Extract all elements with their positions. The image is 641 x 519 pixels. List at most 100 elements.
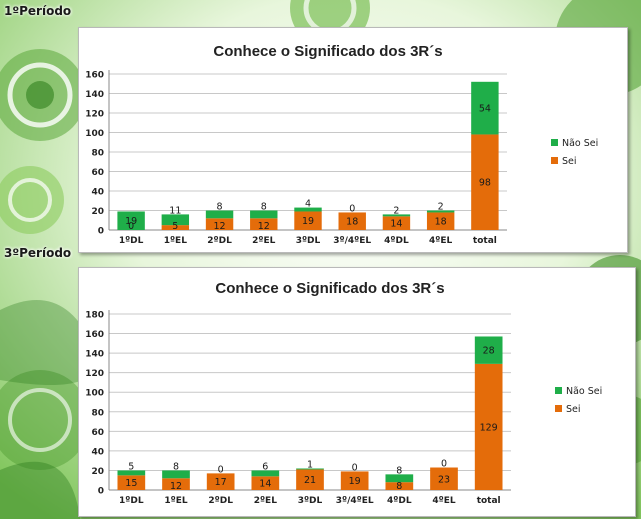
x-tick-label: 2ºEL xyxy=(254,496,277,506)
y-tick-label: 140 xyxy=(85,350,104,360)
legend-swatch xyxy=(555,387,562,394)
bar-sei xyxy=(471,134,499,230)
bar-sei xyxy=(117,475,146,490)
chart-title: Conhece o Significado dos 3R´s xyxy=(215,280,444,297)
data-label-nao-sei: 6 xyxy=(262,461,268,472)
y-tick-label: 120 xyxy=(85,369,104,379)
x-tick-label: 3ºDL xyxy=(298,496,323,506)
bar-sei xyxy=(382,216,411,230)
y-tick-label: 40 xyxy=(91,447,104,457)
data-label-nao-sei: 54 xyxy=(479,104,491,115)
bar-sei xyxy=(426,212,455,230)
y-tick-label: 40 xyxy=(91,188,104,198)
x-tick-label: 1ºDL xyxy=(119,236,144,246)
y-tick-label: 180 xyxy=(85,311,104,321)
data-label-sei: 21 xyxy=(304,475,316,486)
data-label-sei: 12 xyxy=(170,481,182,492)
x-tick-label: 4ºDL xyxy=(387,496,412,506)
period-label-3: 3ºPeríodo xyxy=(4,246,72,260)
x-tick-label: total xyxy=(477,496,501,506)
data-label-nao-sei: 8 xyxy=(217,202,223,213)
y-tick-label: 120 xyxy=(85,110,104,120)
legend-swatch xyxy=(555,405,562,412)
legend-label: Sei xyxy=(562,156,577,167)
data-label-nao-sei: 0 xyxy=(218,464,224,475)
y-tick-label: 160 xyxy=(85,330,104,340)
data-label-nao-sei: 2 xyxy=(393,205,399,216)
data-label-nao-sei: 11 xyxy=(169,205,181,216)
y-tick-label: 100 xyxy=(85,389,104,399)
data-label-nao-sei: 28 xyxy=(483,346,495,357)
bar-nao-sei xyxy=(382,214,411,217)
data-label-nao-sei: 8 xyxy=(261,202,267,213)
data-label-nao-sei: 1 xyxy=(307,459,313,470)
bar-sei xyxy=(162,478,190,490)
data-label-sei: 14 xyxy=(390,219,402,230)
y-tick-label: 160 xyxy=(85,71,104,81)
data-label-sei: 98 xyxy=(479,178,491,189)
data-label-sei: 12 xyxy=(258,221,270,232)
bar-sei xyxy=(251,476,280,490)
x-tick-label: 2ºEL xyxy=(252,236,275,246)
bar-sei xyxy=(250,218,278,230)
data-label-sei: 18 xyxy=(435,217,447,228)
data-label-nao-sei: 2 xyxy=(438,202,444,213)
data-label-sei: 23 xyxy=(438,474,450,485)
data-label-sei: 5 xyxy=(172,221,178,232)
data-label-sei: 129 xyxy=(480,422,498,433)
bar-sei xyxy=(430,467,458,490)
y-tick-label: 60 xyxy=(91,168,104,178)
chart-period-1: Conhece o Significado dos 3R´s 0 20 40 60 80 1… xyxy=(78,27,628,253)
bar-sei xyxy=(294,211,322,230)
data-label-sei: 15 xyxy=(125,478,137,489)
x-tick-label: 3º/4ºEL xyxy=(336,496,374,506)
data-label-sei: 19 xyxy=(302,216,314,227)
bar-sei xyxy=(205,218,234,230)
y-tick-label: 20 xyxy=(91,467,104,477)
data-label-sei: 14 xyxy=(259,479,271,490)
bar-nao-sei xyxy=(117,470,146,476)
x-tick-label: 1ºDL xyxy=(119,496,144,506)
bar-sei xyxy=(340,471,369,490)
bar-sei xyxy=(474,363,503,490)
bar-nao-sei xyxy=(385,474,414,483)
y-tick-label: 80 xyxy=(91,149,104,159)
data-label-sei: 0 xyxy=(128,221,134,232)
data-label-nao-sei: 8 xyxy=(173,461,179,472)
chart-period-3: Conhece o Significado dos 3R´s 0 20 40 60 80 1… xyxy=(78,267,636,517)
y-tick-label: 140 xyxy=(85,90,104,100)
x-tick-label: total xyxy=(473,236,497,246)
y-tick-label: 80 xyxy=(91,408,104,418)
data-label-sei: 18 xyxy=(346,217,358,228)
chart-svg-2: Conhece o Significado dos 3R´s0204060801… xyxy=(85,280,602,506)
chart-svg-1: Conhece o Significado dos 3R´s0204060801… xyxy=(85,43,598,246)
bar-sei xyxy=(296,469,324,490)
x-tick-label: 4ºEL xyxy=(432,496,455,506)
bar-nao-sei xyxy=(471,81,499,135)
data-label-sei: 12 xyxy=(214,221,226,232)
data-label-nao-sei: 5 xyxy=(128,461,134,472)
data-label-sei: 8 xyxy=(396,481,402,492)
bar-nao-sei xyxy=(161,214,190,226)
chart-title: Conhece o Significado dos 3R´s xyxy=(213,43,442,60)
y-tick-label: 0 xyxy=(98,487,104,497)
bar-sei xyxy=(206,473,235,490)
bar-nao-sei xyxy=(205,210,234,219)
x-tick-label: 1ºEL xyxy=(164,236,187,246)
data-label-nao-sei: 8 xyxy=(396,465,402,476)
data-label-sei: 17 xyxy=(215,477,227,488)
data-label-nao-sei: 0 xyxy=(349,203,355,214)
x-tick-label: 2ºDL xyxy=(207,236,232,246)
legend-swatch xyxy=(551,157,558,164)
bar-nao-sei xyxy=(250,210,278,219)
y-tick-label: 100 xyxy=(85,129,104,139)
bar-sei xyxy=(338,212,366,230)
x-tick-label: 1ºEL xyxy=(164,496,187,506)
bar-nao-sei xyxy=(251,470,280,477)
bar-nao-sei xyxy=(117,211,145,230)
data-label-nao-sei: 0 xyxy=(352,462,358,473)
legend-label: Não Sei xyxy=(562,138,598,149)
x-tick-label: 4ºEL xyxy=(429,236,452,246)
legend-swatch xyxy=(551,139,558,146)
y-tick-label: 20 xyxy=(91,207,104,217)
